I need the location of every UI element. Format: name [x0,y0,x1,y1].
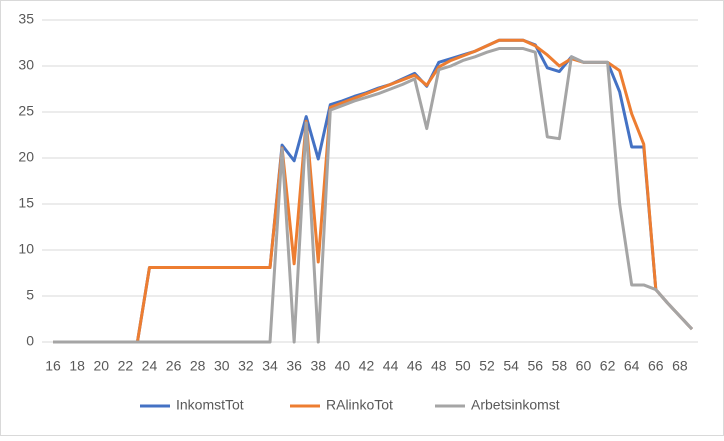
y-tick-label: 25 [18,103,34,119]
legend-label: Arbetsinkomst [471,397,560,413]
x-tick-label: 32 [238,358,254,374]
x-tick-label: 36 [286,358,302,374]
y-tick-label: 0 [26,333,34,349]
series-line [53,47,694,344]
x-tick-label: 56 [527,358,543,374]
x-tick-label: 38 [310,358,326,374]
y-tick-label: 5 [26,287,34,303]
x-tick-label: 50 [455,358,471,374]
x-tick-label: 40 [335,358,351,374]
y-tick-label: 35 [18,11,34,27]
legend-label: InkomstTot [176,397,244,413]
x-tick-label: 28 [190,358,206,374]
y-tick-label: 15 [18,195,34,211]
x-tick-label: 54 [503,358,519,374]
x-tick-label: 58 [552,358,568,374]
y-tick-label: 10 [18,241,34,257]
x-tick-label: 48 [431,358,447,374]
x-tick-label: 24 [142,358,158,374]
x-tick-label: 60 [576,358,592,374]
x-tick-label: 62 [600,358,616,374]
x-tick-label: 20 [93,358,109,374]
x-tick-label: 26 [166,358,182,374]
y-tick-label: 20 [18,149,34,165]
x-tick-label: 64 [624,358,640,374]
y-tick-label: 30 [18,57,34,73]
x-tick-label: 42 [359,358,375,374]
x-tick-label: 16 [45,358,61,374]
x-tick-label: 66 [648,358,664,374]
x-tick-label: 18 [69,358,85,374]
legend-label: RAlinkoTot [326,397,393,413]
x-tick-label: 30 [214,358,230,374]
x-tick-label: 34 [262,358,278,374]
x-tick-label: 44 [383,358,399,374]
x-tick-label: 68 [672,358,688,374]
x-tick-label: 46 [407,358,423,374]
x-tick-label: 52 [479,358,495,374]
x-tick-label: 22 [118,358,134,374]
